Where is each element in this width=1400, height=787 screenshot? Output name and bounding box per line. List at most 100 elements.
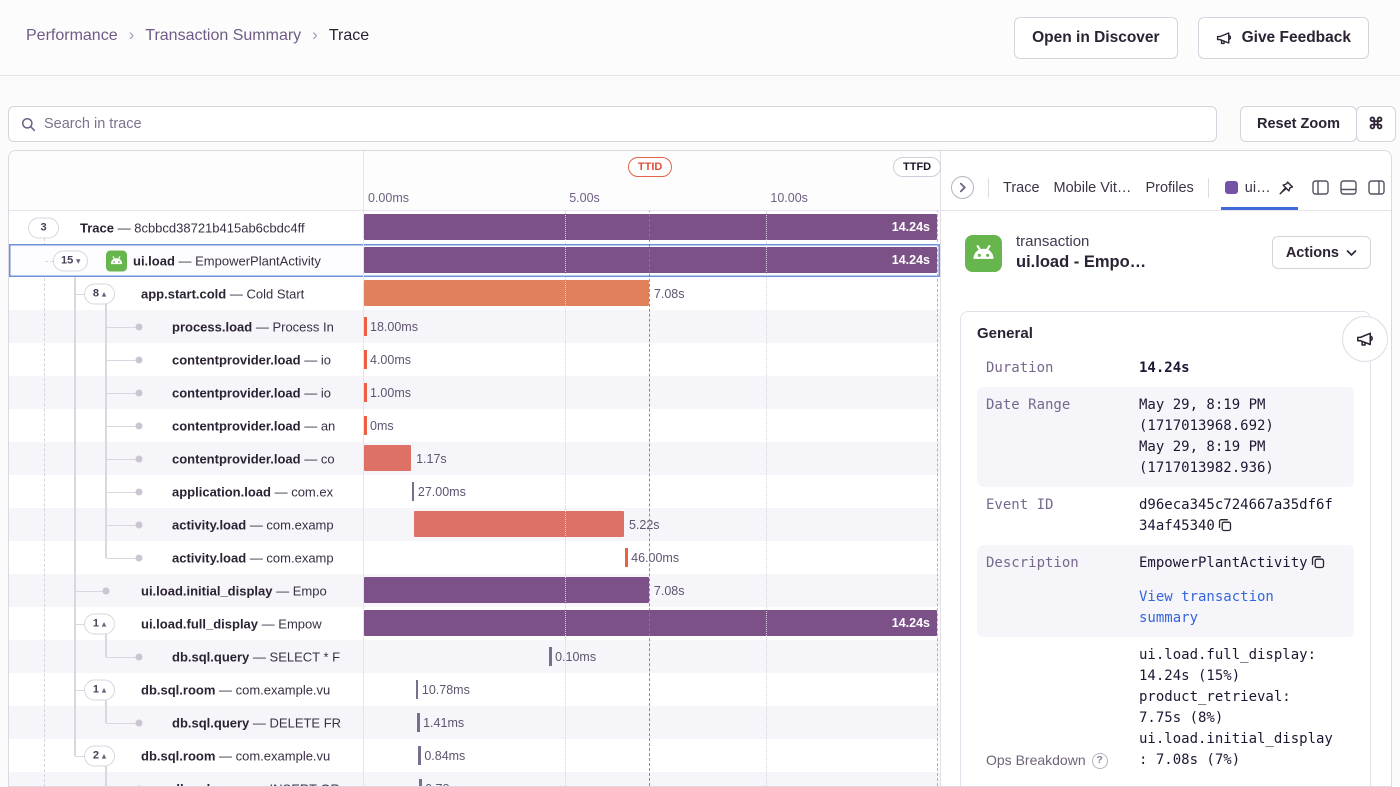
span-bar[interactable] (364, 577, 649, 603)
span-tree-item[interactable]: db.sql.query — INSERT OR (9, 772, 363, 786)
layout-sidebar-right-icon[interactable] (1367, 180, 1385, 195)
span-bar[interactable]: 14.24s (364, 610, 938, 636)
span-tree-item[interactable]: activity.load — com.examp (9, 508, 363, 541)
span-children-count-badge[interactable]: 1 ▴ (84, 679, 115, 700)
span-tick[interactable] (364, 416, 367, 435)
span-tick[interactable] (417, 713, 420, 732)
span-duration-label: 1.17s (416, 451, 447, 466)
tab-trace[interactable]: Trace (1003, 179, 1040, 196)
span-op: activity.load (172, 550, 247, 565)
trace-row[interactable]: activity.load — com.examp 46.00ms (9, 541, 940, 574)
span-bar[interactable] (364, 280, 649, 306)
trace-row[interactable]: activity.load — com.examp 5.22s (9, 508, 940, 541)
span-op: db.sql.query (172, 781, 249, 786)
give-feedback-button[interactable]: Give Feedback (1197, 17, 1369, 59)
trace-row[interactable]: contentprovider.load — co 1.17s (9, 442, 940, 475)
span-bar[interactable]: 14.24s (364, 214, 938, 240)
span-tick[interactable] (625, 548, 628, 567)
ttid-marker[interactable]: TTID (627, 157, 673, 177)
trace-row[interactable]: 1 ▴ ui.load.full_display — Empow 14.24s (9, 607, 940, 640)
span-tree-item[interactable]: contentprovider.load — co (9, 442, 363, 475)
span-tree-item[interactable]: contentprovider.load — io (9, 343, 363, 376)
trace-search[interactable] (8, 106, 1217, 142)
span-label: ui.load.full_display — Empow (141, 616, 322, 631)
open-in-discover-button[interactable]: Open in Discover (1014, 17, 1178, 59)
span-duration-label: 4.00ms (370, 352, 411, 367)
ttfd-marker[interactable]: TTFD (893, 157, 942, 177)
feedback-circle-button[interactable] (1342, 316, 1388, 362)
span-bar[interactable] (364, 445, 412, 471)
trace-row[interactable]: contentprovider.load — io 1.00ms (9, 376, 940, 409)
tab-ui-load-active[interactable]: ui… (1220, 166, 1298, 210)
pin-icon[interactable] (1278, 180, 1294, 196)
breadcrumb-performance[interactable]: Performance (26, 27, 118, 44)
span-tree-item[interactable]: 1 ▴ ui.load.full_display — Empow (9, 607, 363, 640)
span-duration-cell: 10.78ms (363, 673, 940, 706)
span-op: db.sql.room (141, 748, 216, 763)
trace-row[interactable]: application.load — com.ex 27.00ms (9, 475, 940, 508)
span-tree-item[interactable]: 3 Trace — 8cbbcd38721b415ab6cbdc4ff (9, 211, 363, 244)
android-icon (106, 250, 127, 271)
span-tick[interactable] (364, 350, 367, 369)
trace-row[interactable]: 15 ▾ ui.load — EmpowerPlantActivity 14.24s (9, 244, 940, 277)
copy-icon[interactable] (1311, 555, 1325, 569)
span-tree-item[interactable]: application.load — com.ex (9, 475, 363, 508)
span-tree-item[interactable]: 2 ▴ db.sql.room — com.example.vu (9, 739, 363, 772)
search-input[interactable] (44, 116, 1204, 132)
actions-dropdown[interactable]: Actions (1271, 236, 1371, 269)
trace-row[interactable]: db.sql.query — DELETE FR 1.41ms (9, 706, 940, 739)
copy-icon[interactable] (1218, 518, 1232, 532)
trace-row[interactable]: 3 Trace — 8cbbcd38721b415ab6cbdc4ff 14.24s (9, 211, 940, 244)
kv-value: May 29, 8:19 PM (1717013968.692) May 29, … (1139, 397, 1274, 476)
trace-row[interactable]: contentprovider.load — io 4.00ms (9, 343, 940, 376)
span-tree-item[interactable]: ui.load.initial_display — Empo (9, 574, 363, 607)
span-tick[interactable] (415, 680, 419, 699)
span-tree-item[interactable]: db.sql.query — DELETE FR (9, 706, 363, 739)
span-bar[interactable]: 14.24s (364, 247, 938, 273)
span-tick[interactable] (364, 383, 367, 402)
span-tree-item[interactable]: contentprovider.load — io (9, 376, 363, 409)
span-tree-item[interactable]: 1 ▴ db.sql.room — com.example.vu (9, 673, 363, 706)
span-tick[interactable] (411, 482, 415, 501)
span-children-count-badge[interactable]: 8 ▴ (84, 283, 115, 304)
trace-row[interactable]: 1 ▴ db.sql.room — com.example.vu 10.78ms (9, 673, 940, 706)
span-tree-item[interactable]: activity.load — com.examp (9, 541, 363, 574)
collapse-panel-button[interactable] (951, 176, 974, 199)
span-tree-item[interactable]: 15 ▾ ui.load — EmpowerPlantActivity (9, 244, 363, 277)
chevron-up-icon: ▴ (102, 685, 107, 694)
span-label: contentprovider.load — io (172, 385, 331, 400)
layout-sidebar-left-icon[interactable] (1311, 180, 1329, 195)
kv-key: Duration (986, 360, 1054, 376)
span-tree-item[interactable]: contentprovider.load — an (9, 409, 363, 442)
span-tree-item[interactable]: process.load — Process In (9, 310, 363, 343)
reset-zoom-button[interactable]: Reset Zoom (1240, 106, 1357, 142)
span-tree-item[interactable]: 8 ▴ app.start.cold — Cold Start (9, 277, 363, 310)
span-tick[interactable] (419, 779, 422, 786)
span-bar[interactable] (413, 511, 624, 537)
span-tick[interactable] (549, 647, 552, 666)
tab-mobile-vitals[interactable]: Mobile Vit… (1053, 179, 1132, 196)
span-label: db.sql.query — INSERT OR (172, 781, 340, 786)
kv-value: d96eca345c724667a35df6f34af45340 (1139, 497, 1333, 534)
breadcrumb-transaction-summary[interactable]: Transaction Summary (145, 27, 302, 44)
span-duration-label: 14.24s (891, 253, 931, 267)
span-children-count-badge[interactable]: 3 (28, 217, 59, 238)
trace-row[interactable]: 8 ▴ app.start.cold — Cold Start 7.08s (9, 277, 940, 310)
span-children-count-badge[interactable]: 2 ▴ (84, 745, 115, 766)
view-transaction-summary-link[interactable]: View transaction summary (1139, 589, 1274, 626)
shortcuts-button[interactable]: ⌘ (1356, 106, 1396, 142)
tab-profiles[interactable]: Profiles (1145, 179, 1194, 196)
help-icon[interactable]: ? (1091, 752, 1108, 769)
span-children-count-badge[interactable]: 1 ▴ (84, 613, 115, 634)
trace-row[interactable]: 2 ▴ db.sql.room — com.example.vu 0.84ms (9, 739, 940, 772)
trace-row[interactable]: contentprovider.load — an 0ms (9, 409, 940, 442)
span-tick[interactable] (364, 317, 367, 336)
trace-row[interactable]: db.sql.query — SELECT * F 0.10ms (9, 640, 940, 673)
span-tree-item[interactable]: db.sql.query — SELECT * F (9, 640, 363, 673)
span-tick[interactable] (418, 746, 421, 765)
span-children-count-badge[interactable]: 15 ▾ (53, 250, 89, 271)
trace-row[interactable]: db.sql.query — INSERT OR 0.78ms (9, 772, 940, 786)
layout-bottom-drawer-icon[interactable] (1339, 180, 1357, 195)
trace-row[interactable]: process.load — Process In 18.00ms (9, 310, 940, 343)
trace-row[interactable]: ui.load.initial_display — Empo 7.08s (9, 574, 940, 607)
